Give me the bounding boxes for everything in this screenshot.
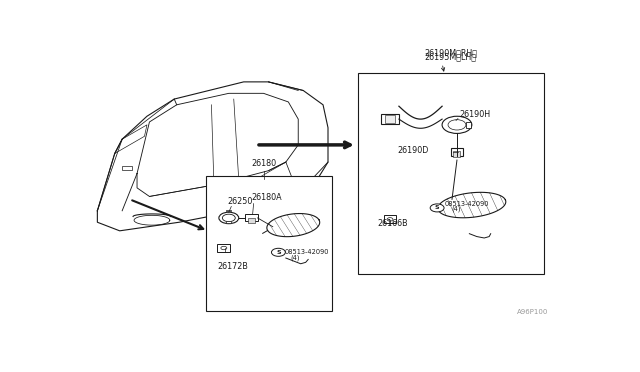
Text: 26190M〈RH〉: 26190M〈RH〉: [425, 48, 477, 58]
Bar: [454, 151, 460, 157]
Circle shape: [221, 246, 227, 250]
Circle shape: [442, 116, 472, 134]
Text: 26195M〈LH〉: 26195M〈LH〉: [425, 53, 477, 62]
Text: S: S: [276, 250, 281, 255]
Bar: [358, 73, 544, 274]
Text: 26190H: 26190H: [460, 110, 491, 119]
Text: 26180A: 26180A: [251, 193, 282, 202]
Bar: [466, 122, 471, 128]
Text: 26250: 26250: [228, 197, 253, 206]
Bar: [381, 114, 399, 124]
Text: (4): (4): [451, 205, 461, 212]
Circle shape: [271, 248, 285, 256]
Circle shape: [222, 214, 236, 222]
Circle shape: [448, 120, 466, 130]
Bar: [451, 148, 463, 156]
Text: 26180: 26180: [251, 159, 276, 168]
Bar: [218, 244, 230, 252]
Text: 08513-42090: 08513-42090: [445, 201, 489, 206]
Bar: [248, 218, 255, 222]
Bar: [227, 221, 231, 223]
Bar: [227, 210, 231, 211]
Text: 26166B: 26166B: [378, 219, 408, 228]
Bar: [207, 176, 332, 311]
Text: 08513-42090: 08513-42090: [284, 250, 329, 256]
Text: (4): (4): [291, 254, 300, 261]
Circle shape: [219, 212, 239, 224]
Text: 26190D: 26190D: [397, 146, 429, 155]
Text: S: S: [435, 205, 440, 211]
Bar: [385, 115, 395, 123]
Bar: [383, 215, 396, 223]
Text: A96P100: A96P100: [517, 310, 548, 315]
Bar: [244, 215, 257, 221]
Circle shape: [387, 218, 393, 221]
Bar: [122, 166, 132, 170]
Circle shape: [430, 204, 444, 212]
Text: 26172B: 26172B: [218, 262, 248, 271]
